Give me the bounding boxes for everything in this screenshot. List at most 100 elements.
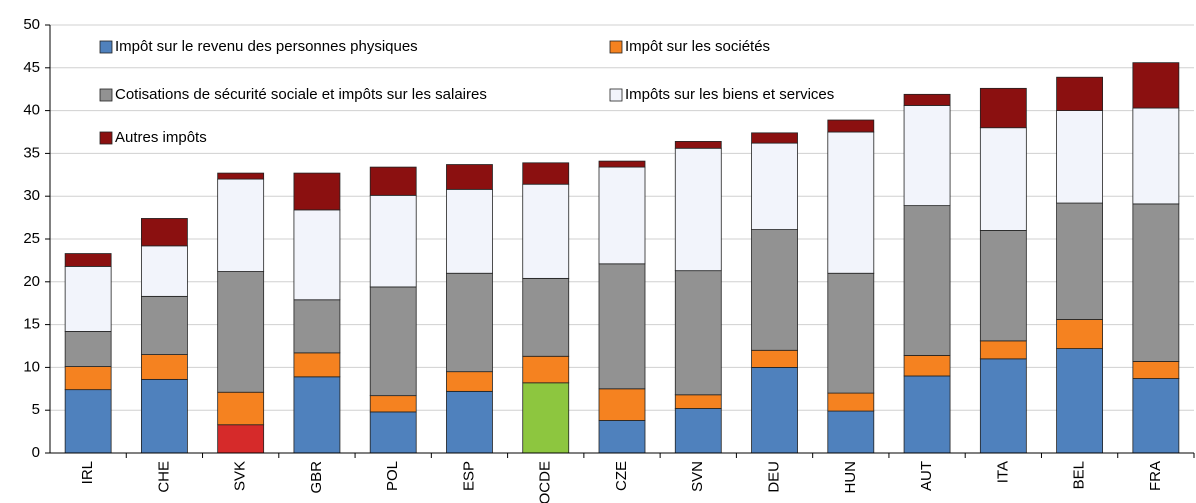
x-tick-label: ITA [994, 461, 1011, 483]
bar-segment [369, 411, 417, 454]
x-tick-label: IRL [79, 461, 96, 484]
legend-swatch [609, 40, 623, 54]
bar-segment [1056, 202, 1103, 320]
bar-segment [827, 119, 875, 133]
bar-segment [64, 389, 112, 454]
bar-segment [751, 366, 798, 454]
x-tick-label: BEL [1071, 461, 1088, 489]
y-tick-label: 25 [23, 230, 40, 247]
bar-segment [751, 349, 798, 368]
bar-segment [522, 277, 570, 357]
bar-segment [217, 271, 265, 393]
x-tick-label: POL [384, 461, 401, 491]
bar-segment [903, 355, 951, 377]
bar-segment [522, 162, 570, 185]
bar-segment [751, 229, 798, 351]
y-tick-label: 20 [23, 273, 40, 290]
bar-segment [903, 93, 951, 106]
bar-segment [674, 141, 722, 149]
bar-segment [140, 295, 188, 355]
x-tick-label: DEU [766, 461, 783, 493]
bar-segment [827, 131, 875, 274]
bar-segment [674, 408, 722, 454]
bar-segment [64, 331, 112, 367]
bar-segment [140, 378, 188, 454]
x-tick-label: ESP [460, 461, 477, 491]
bar-segment [1056, 110, 1103, 204]
x-tick-label: SVN [689, 461, 706, 492]
x-tick-label: SVK [232, 461, 249, 491]
bar-segment [903, 205, 951, 356]
bar-segment [446, 272, 493, 373]
bar-segment [217, 391, 265, 426]
bar-segment [369, 166, 417, 196]
legend-swatch [99, 88, 113, 102]
bar-segment [674, 147, 722, 272]
bar-segment [293, 172, 341, 211]
legend-label: Impôt sur les sociétés [625, 38, 770, 55]
bar-segment [369, 286, 417, 397]
bar-segment [446, 164, 493, 190]
y-tick-label: 30 [23, 187, 40, 204]
bar-segment [979, 127, 1027, 231]
x-tick-label: GBR [308, 461, 325, 494]
y-tick-label: 15 [23, 316, 40, 333]
bar-segment [446, 371, 493, 392]
bar-segment [140, 354, 188, 380]
legend-label: Cotisations de sécurité sociale et impôt… [115, 86, 487, 103]
bar-segment [674, 394, 722, 409]
bar-segment [598, 166, 646, 265]
bar-segment [217, 178, 265, 272]
bar-segment [674, 270, 722, 396]
y-tick-label: 50 [23, 16, 40, 33]
bar-segment [979, 358, 1027, 454]
x-tick-label: OCDE [537, 461, 554, 503]
legend-swatch [609, 88, 623, 102]
y-tick-label: 40 [23, 102, 40, 119]
bar-segment [903, 105, 951, 207]
bar-segment [1132, 62, 1180, 109]
x-tick-label: CZE [613, 461, 630, 491]
bar-segment [1132, 361, 1180, 379]
legend-swatch [99, 131, 113, 145]
bar-segment [827, 392, 875, 412]
bar-segment [217, 172, 265, 180]
bar-segment [1132, 107, 1180, 205]
bar-segment [293, 376, 341, 454]
bar-segment [979, 87, 1027, 129]
y-tick-label: 10 [23, 358, 40, 375]
bar-segment [217, 424, 265, 454]
bar-segment [64, 366, 112, 391]
bar-segment [979, 230, 1027, 342]
bar-segment [1056, 76, 1103, 112]
y-tick-label: 0 [32, 444, 40, 461]
x-tick-label: AUT [918, 461, 935, 491]
bar-segment [1132, 203, 1180, 362]
bar-segment [64, 265, 112, 332]
bar-segment [293, 352, 341, 378]
bar-segment [827, 410, 875, 454]
bar-segment [369, 194, 417, 288]
bar-segment [446, 390, 493, 454]
legend-swatch [99, 40, 113, 54]
bar-segment [140, 218, 188, 247]
bar-segment [522, 355, 570, 384]
legend-label: Impôt sur le revenu des personnes physiq… [115, 38, 418, 55]
bar-segment [64, 253, 112, 267]
bar-segment [140, 245, 188, 297]
legend-label: Autres impôts [115, 129, 207, 146]
bar-segment [293, 299, 341, 354]
legend-label: Impôts sur les biens et services [625, 86, 834, 103]
bar-segment [1056, 319, 1103, 349]
bar-segment [1056, 348, 1103, 454]
bar-segment [369, 395, 417, 413]
bar-segment [522, 183, 570, 279]
bar-segment [903, 375, 951, 454]
bar-segment [1132, 378, 1180, 454]
bar-segment [598, 160, 646, 168]
x-tick-label: HUN [842, 461, 859, 494]
bar-segment [446, 188, 493, 274]
x-tick-label: CHE [155, 461, 172, 493]
bar-segment [598, 263, 646, 390]
